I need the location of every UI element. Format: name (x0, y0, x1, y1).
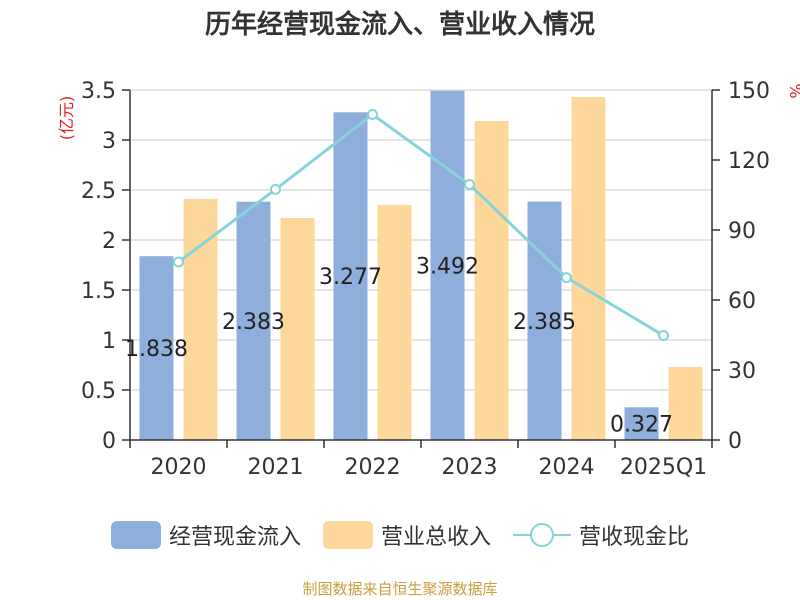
ratio-point (367, 109, 378, 120)
y-right-axis-label: % (786, 83, 800, 98)
legend-swatch-revenue (322, 521, 373, 549)
bar-revenue (474, 121, 509, 440)
line-series (173, 109, 669, 341)
y-left-axis-label: (亿元) (57, 96, 76, 141)
legend: 经营现金流入 营业总收入 营收现金比 (0, 515, 800, 555)
bar-cash-inflow (527, 201, 562, 440)
data-label-cash-inflow: 1.838 (125, 337, 188, 362)
bar-revenue (377, 205, 412, 440)
data-label-cash-inflow: 3.492 (416, 254, 479, 279)
x-tick-label: 2025Q1 (620, 455, 707, 480)
bar-cash-inflow (333, 112, 368, 441)
legend-label-cash-inflow: 经营现金流入 (168, 525, 301, 550)
y-right-tick-label: 120 (728, 149, 770, 174)
y-right-tick-label: 0 (728, 429, 742, 454)
x-tick-label: 2022 (345, 455, 401, 480)
bar-revenue (280, 218, 315, 440)
y-left-tick-label: 0.5 (81, 379, 116, 404)
bar-cash-inflow (430, 90, 465, 441)
y-left-tick-label: 2 (102, 229, 116, 254)
x-tick-label: 2024 (539, 455, 595, 480)
data-label-cash-inflow: 2.383 (222, 310, 285, 335)
legend-swatch-ratio (513, 521, 571, 549)
ratio-point (270, 183, 281, 195)
legend-item-ratio[interactable]: 营收现金比 (513, 519, 689, 551)
legend-swatch-cash-inflow (110, 521, 161, 549)
source-note: 制图数据来自恒生聚源数据库 (302, 580, 498, 598)
ratio-point (464, 179, 475, 190)
y-right-tick-label: 30 (728, 359, 756, 384)
y-left-tick-label: 3 (102, 129, 116, 154)
y-right-tick-label: 90 (728, 219, 756, 244)
y-left-tick-label: 2.5 (81, 179, 116, 204)
bar-revenue (571, 97, 606, 440)
ratio-point (173, 256, 184, 268)
legend-label-revenue: 营业总收入 (380, 525, 491, 550)
y-left-tick-label: 3.5 (81, 79, 116, 104)
data-label-cash-inflow: 3.277 (319, 265, 382, 290)
y-right-tick-label: 60 (728, 289, 756, 314)
y-left-tick-label: 1.5 (81, 279, 116, 304)
bar-cash-inflow (139, 256, 174, 440)
data-label-cash-inflow: 0.327 (610, 413, 673, 438)
x-tick-label: 2021 (248, 455, 304, 480)
legend-item-revenue[interactable]: 营业总收入 (322, 519, 491, 551)
data-labels: 1.838 2.383 3.277 3.492 2.385 0.327 (125, 254, 673, 437)
y-left-tick-label: 0 (102, 429, 116, 454)
ratio-point (561, 272, 572, 284)
x-tick-label: 2023 (442, 455, 498, 480)
chart-title: 历年经营现金流入、营业收入情况 (204, 10, 595, 40)
bar-cash-inflow (236, 201, 271, 440)
data-label-cash-inflow: 2.385 (513, 310, 576, 335)
ratio-line (177, 112, 665, 337)
bar-revenue (668, 367, 703, 440)
legend-label-ratio: 营收现金比 (579, 525, 690, 550)
bar-marks (139, 90, 703, 441)
y-left-tick-label: 1 (102, 329, 116, 354)
legend-item-cash-inflow[interactable]: 经营现金流入 (110, 519, 301, 551)
axes: 0 0.5 1 1.5 2 2.5 3 3.5 0 30 60 90 120 150 (亿元)% 2020 20… (57, 79, 800, 480)
ratio-point (658, 329, 669, 341)
bar-revenue (183, 199, 218, 440)
y-right-tick-label: 150 (728, 79, 770, 104)
x-tick-label: 2020 (151, 455, 207, 480)
bar-cash-inflow (624, 407, 659, 440)
